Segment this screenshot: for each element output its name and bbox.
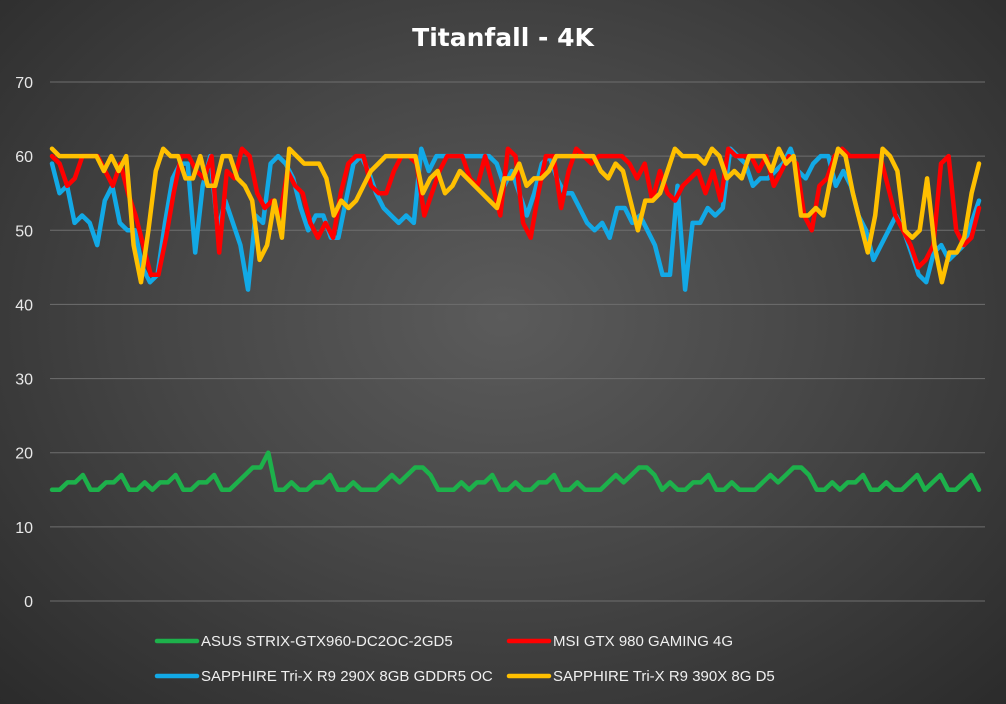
series-line-1 [49,146,982,278]
y-tick-label-20: 20 [15,446,33,463]
grid-layer [50,81,985,602]
y-tick-label-50: 50 [15,223,33,240]
y-tick-label-70: 70 [15,75,33,92]
legend-label-0: ASUS STRIX-GTX960-DC2OC-2GD5 [201,633,453,650]
legend-item-3: SAPPHIRE Tri-X R9 390X 8G D5 [506,668,775,685]
legend-item-0: ASUS STRIX-GTX960-DC2OC-2GD5 [154,633,453,650]
series-line-0 [49,450,982,493]
series-layer [49,146,982,493]
legend-label-2: SAPPHIRE Tri-X R9 290X 8GB GDDR5 OC [201,668,493,685]
legend-item-2: SAPPHIRE Tri-X R9 290X 8GB GDDR5 OC [154,668,493,685]
y-tick-label-10: 10 [15,520,33,537]
y-tick-label-60: 60 [15,149,33,166]
y-tick-label-30: 30 [15,372,33,389]
legend: ASUS STRIX-GTX960-DC2OC-2GD5 MSI GTX 980 … [154,633,775,685]
y-tick-label-40: 40 [15,297,33,314]
legend-item-1: MSI GTX 980 GAMING 4G [506,633,733,650]
legend-label-3: SAPPHIRE Tri-X R9 390X 8G D5 [553,668,775,685]
series-line-3 [49,146,982,285]
y-axis-ticks: 0 10 20 30 40 50 60 70 [15,75,33,611]
chart-title: Titanfall - 4K [412,23,595,52]
legend-label-1: MSI GTX 980 GAMING 4G [553,633,733,650]
y-tick-label-0: 0 [24,594,33,611]
